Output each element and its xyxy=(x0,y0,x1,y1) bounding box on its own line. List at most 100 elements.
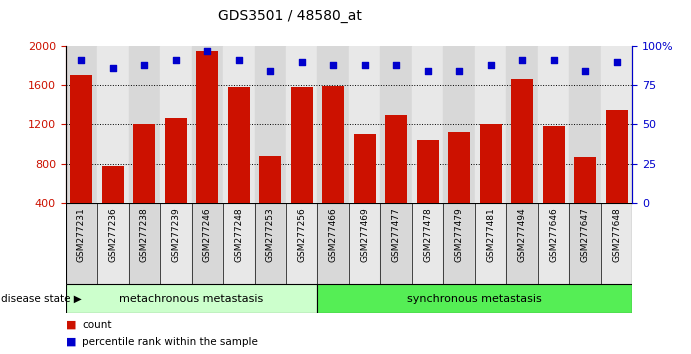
Bar xyxy=(569,46,600,203)
Bar xyxy=(286,46,317,203)
Text: ■: ■ xyxy=(66,320,76,330)
Point xyxy=(202,48,213,53)
Bar xyxy=(254,46,286,203)
Bar xyxy=(66,203,97,284)
Bar xyxy=(444,203,475,284)
Bar xyxy=(97,46,129,203)
Bar xyxy=(223,46,254,203)
Point xyxy=(234,57,245,63)
Bar xyxy=(164,118,187,242)
Bar xyxy=(133,124,155,242)
Text: GSM277256: GSM277256 xyxy=(297,207,306,262)
Point xyxy=(139,62,150,68)
Point xyxy=(548,57,559,63)
Text: GSM277648: GSM277648 xyxy=(612,207,621,262)
Text: GSM277481: GSM277481 xyxy=(486,207,495,262)
Bar xyxy=(160,203,191,284)
Point xyxy=(359,62,370,68)
Point xyxy=(390,62,401,68)
Text: GSM277494: GSM277494 xyxy=(518,207,527,262)
Bar xyxy=(444,46,475,203)
Bar xyxy=(259,156,281,242)
Text: GSM277479: GSM277479 xyxy=(455,207,464,262)
Text: GSM277646: GSM277646 xyxy=(549,207,558,262)
Text: GDS3501 / 48580_at: GDS3501 / 48580_at xyxy=(218,9,362,23)
Bar xyxy=(70,75,93,242)
Text: GSM277246: GSM277246 xyxy=(202,207,212,262)
Text: GSM277469: GSM277469 xyxy=(360,207,369,262)
Bar xyxy=(66,46,97,203)
Bar xyxy=(385,115,407,242)
Bar xyxy=(412,203,444,284)
Bar xyxy=(102,166,124,242)
Point xyxy=(485,62,496,68)
Text: GSM277466: GSM277466 xyxy=(329,207,338,262)
Bar xyxy=(480,124,502,242)
Bar xyxy=(349,46,381,203)
Bar xyxy=(600,203,632,284)
Bar xyxy=(507,46,538,203)
Point xyxy=(328,62,339,68)
Bar xyxy=(291,87,313,242)
Text: synchronous metastasis: synchronous metastasis xyxy=(408,294,542,304)
Text: disease state ▶: disease state ▶ xyxy=(1,294,82,304)
Bar xyxy=(97,203,129,284)
Point xyxy=(107,65,118,71)
Bar xyxy=(286,203,317,284)
Bar xyxy=(66,284,317,313)
Bar xyxy=(160,46,191,203)
Point xyxy=(580,68,591,74)
Bar xyxy=(354,134,376,242)
Bar xyxy=(417,140,439,242)
Bar xyxy=(412,46,444,203)
Bar xyxy=(605,110,627,242)
Bar xyxy=(129,203,160,284)
Text: metachronous metastasis: metachronous metastasis xyxy=(120,294,264,304)
Bar xyxy=(507,203,538,284)
Bar xyxy=(542,126,565,242)
Point xyxy=(76,57,87,63)
Text: GSM277231: GSM277231 xyxy=(77,207,86,262)
Bar xyxy=(381,203,412,284)
Bar xyxy=(228,87,249,242)
Bar xyxy=(129,46,160,203)
Bar xyxy=(475,46,507,203)
Bar xyxy=(317,284,632,313)
Bar xyxy=(538,46,569,203)
Text: GSM277478: GSM277478 xyxy=(423,207,432,262)
Text: GSM277238: GSM277238 xyxy=(140,207,149,262)
Point xyxy=(453,68,464,74)
Bar xyxy=(475,203,507,284)
Point xyxy=(517,57,528,63)
Bar xyxy=(317,203,349,284)
Text: count: count xyxy=(82,320,112,330)
Bar xyxy=(574,157,596,242)
Bar xyxy=(254,203,286,284)
Text: GSM277248: GSM277248 xyxy=(234,207,243,262)
Bar xyxy=(569,203,600,284)
Bar xyxy=(448,132,470,242)
Bar xyxy=(600,46,632,203)
Bar xyxy=(538,203,569,284)
Text: ■: ■ xyxy=(66,337,76,347)
Bar xyxy=(317,46,349,203)
Bar xyxy=(191,46,223,203)
Point xyxy=(422,68,433,74)
Text: percentile rank within the sample: percentile rank within the sample xyxy=(82,337,258,347)
Bar xyxy=(511,79,533,242)
Text: GSM277647: GSM277647 xyxy=(580,207,589,262)
Bar xyxy=(349,203,381,284)
Point xyxy=(170,57,181,63)
Point xyxy=(296,59,307,64)
Point xyxy=(265,68,276,74)
Point xyxy=(611,59,622,64)
Bar xyxy=(322,86,344,242)
Text: GSM277236: GSM277236 xyxy=(108,207,117,262)
Bar xyxy=(196,51,218,242)
Bar xyxy=(191,203,223,284)
Text: GSM277239: GSM277239 xyxy=(171,207,180,262)
Text: GSM277477: GSM277477 xyxy=(392,207,401,262)
Bar xyxy=(223,203,254,284)
Bar xyxy=(381,46,412,203)
Text: GSM277253: GSM277253 xyxy=(266,207,275,262)
